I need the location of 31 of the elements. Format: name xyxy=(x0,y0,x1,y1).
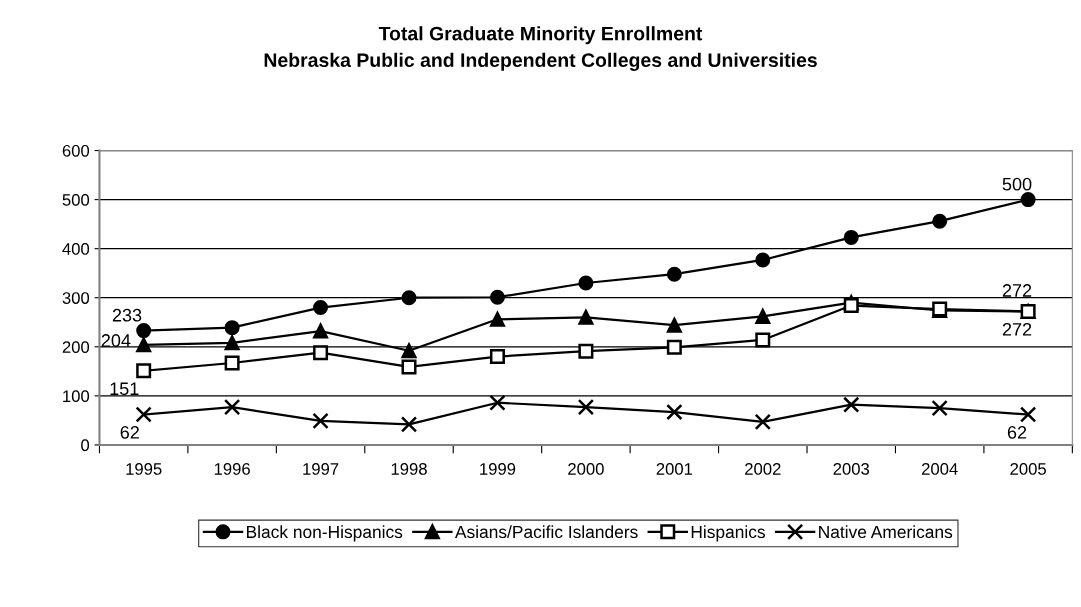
x-tick-label: 2003 xyxy=(833,463,870,475)
y-tick-label: 300 xyxy=(62,292,90,304)
x-tick-label: 2001 xyxy=(656,463,693,475)
legend-label: Black non-Hispanics xyxy=(247,525,403,542)
y-tick-label: 400 xyxy=(62,243,90,255)
y-tick-label: 0 xyxy=(81,439,90,452)
legend-label: Hispanics xyxy=(691,525,765,542)
x-tick-label: 1996 xyxy=(214,463,250,475)
data-label: 272 xyxy=(1002,284,1032,297)
y-tick-label: 500 xyxy=(62,194,90,206)
data-label: 500 xyxy=(1002,177,1032,191)
data-label: 62 xyxy=(120,426,139,439)
data-label: 204 xyxy=(101,334,131,347)
data-label: 62 xyxy=(1007,426,1027,439)
chart-title: Total Graduate Minority Enrollment Nebraska Public and Independent Colleges and Universities xyxy=(264,26,817,71)
x-tick-label: 1999 xyxy=(480,463,516,475)
x-tick-label: 2004 xyxy=(921,463,958,475)
y-tick-label: 600 xyxy=(62,144,90,157)
legend-label: Native Americans xyxy=(819,525,953,539)
y-tick-label: 100 xyxy=(63,390,90,403)
legend-label: Asians/Pacific Islanders xyxy=(454,525,638,539)
data-label: 151 xyxy=(110,382,139,396)
x-tick-label: 2005 xyxy=(1010,463,1046,475)
data-label: 272 xyxy=(1002,322,1032,336)
y-tick-label: 200 xyxy=(62,341,90,353)
x-tick-label: 1998 xyxy=(391,463,427,475)
x-tick-label: 1995 xyxy=(126,463,162,475)
x-tick-label: 2000 xyxy=(568,463,604,475)
x-tick-label: 1997 xyxy=(303,463,339,475)
x-tick-label: 2002 xyxy=(745,463,781,475)
data-label: 233 xyxy=(112,308,142,322)
